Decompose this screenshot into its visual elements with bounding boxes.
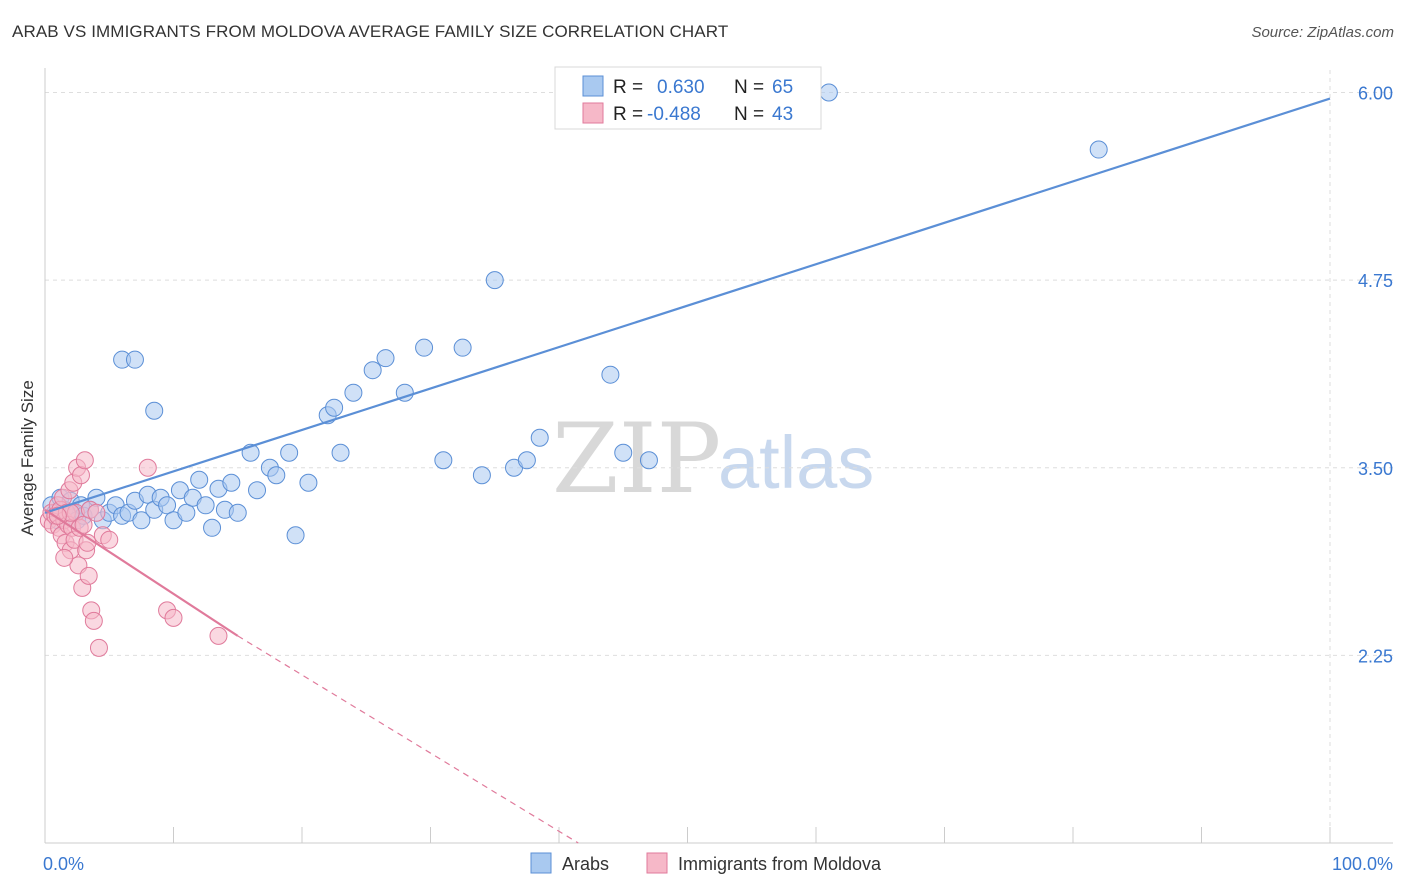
data-point <box>75 451 94 470</box>
y-tick-label-0: 2.25 <box>1358 646 1393 666</box>
data-point <box>203 518 222 537</box>
data-point <box>614 443 633 462</box>
trend-line-1 <box>44 508 239 637</box>
data-point <box>248 481 267 500</box>
data-point <box>639 451 658 470</box>
trend-lines <box>44 97 1331 844</box>
data-point <box>1089 140 1108 159</box>
data-point <box>100 530 119 549</box>
data-point <box>517 451 536 470</box>
legend-r-label-1: R = <box>613 77 643 98</box>
data-point <box>138 458 157 477</box>
data-point <box>472 466 491 485</box>
y-axis-label: Average Family Size <box>18 380 37 536</box>
data-point <box>286 526 305 545</box>
x-tick-label-min: 0.0% <box>43 854 84 874</box>
y-tick-label-3: 6.00 <box>1358 84 1393 104</box>
data-point <box>395 383 414 402</box>
data-point <box>190 470 209 489</box>
data-point <box>84 611 103 630</box>
x-tick-label-max: 100.0% <box>1332 854 1393 874</box>
legend-n-label-2: N = <box>734 104 764 125</box>
data-point <box>79 566 98 585</box>
y-tick-label-1: 3.50 <box>1358 459 1393 479</box>
data-point <box>158 496 177 515</box>
y-tick-label-2: 4.75 <box>1358 271 1393 291</box>
data-point <box>132 511 151 530</box>
series-legend: Arabs Immigrants from Moldova <box>530 852 882 874</box>
data-point <box>89 638 108 657</box>
data-point <box>530 428 549 447</box>
legend-n-label-1: N = <box>734 77 764 98</box>
data-point <box>415 338 434 357</box>
data-point <box>601 365 620 384</box>
data-point <box>325 398 344 417</box>
bottom-legend-label-arabs: Arabs <box>562 854 609 874</box>
data-point <box>196 496 215 515</box>
legend-n-value-1: 65 <box>772 77 793 98</box>
data-point <box>164 608 183 627</box>
legend-r-value-2: -0.488 <box>647 104 701 125</box>
trend-line-0 <box>44 97 1331 514</box>
data-point <box>71 466 90 485</box>
data-point <box>177 503 196 522</box>
data-point <box>485 271 504 290</box>
watermark-zip: ZIP <box>552 403 721 515</box>
axes <box>44 68 1393 844</box>
data-point <box>55 548 74 567</box>
legend-swatch-moldova <box>582 102 604 124</box>
legend-r-label-2: R = <box>613 104 643 125</box>
legend-n-value-2: 43 <box>772 104 793 125</box>
data-point <box>376 349 395 368</box>
data-point <box>267 466 286 485</box>
bottom-legend-label-moldova: Immigrants from Moldova <box>678 854 882 874</box>
data-point <box>222 473 241 492</box>
data-point <box>299 473 318 492</box>
data-point <box>228 503 247 522</box>
data-point <box>434 451 453 470</box>
data-point <box>344 383 363 402</box>
chart-title: ARAB VS IMMIGRANTS FROM MOLDOVA AVERAGE … <box>12 22 729 41</box>
data-point <box>209 626 228 645</box>
source-label: Source: ZipAtlas.com <box>1251 24 1394 41</box>
data-point <box>145 401 164 420</box>
data-point <box>363 361 382 380</box>
bottom-legend-swatch-arabs <box>530 852 552 874</box>
legend-r-value-1: 0.630 <box>657 77 705 98</box>
legend-swatch-arabs <box>582 75 604 97</box>
correlation-legend: R = 0.630 N = 65 R = -0.488 N = 43 <box>554 66 822 130</box>
bottom-legend-swatch-moldova <box>646 852 668 874</box>
data-point <box>125 350 144 369</box>
data-point <box>453 338 472 357</box>
y-tick-labels: 2.25 3.50 4.75 6.00 <box>1358 84 1393 667</box>
data-point <box>280 443 299 462</box>
data-point <box>74 515 93 534</box>
watermark-atlas: atlas <box>718 421 874 504</box>
data-point <box>331 443 350 462</box>
data-point <box>87 503 106 522</box>
data-point <box>819 83 838 102</box>
trend-line-extension-1 <box>237 635 579 844</box>
